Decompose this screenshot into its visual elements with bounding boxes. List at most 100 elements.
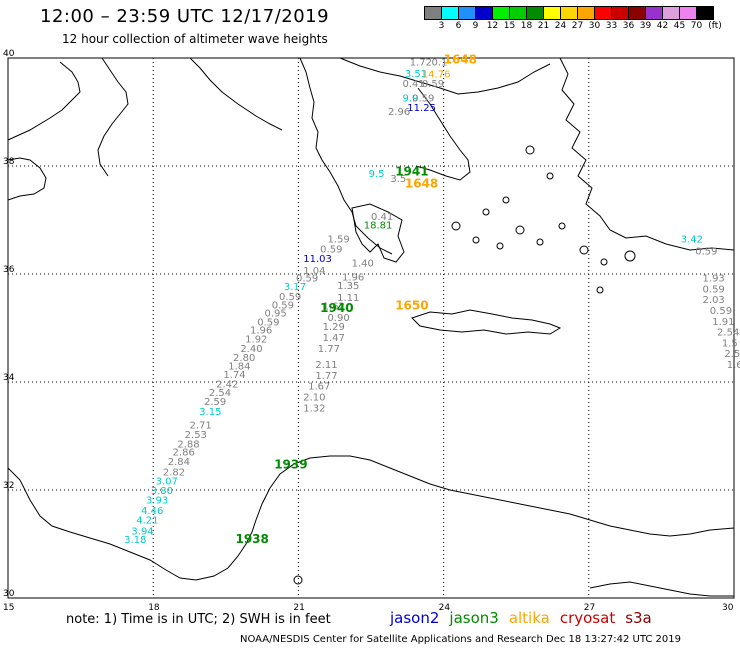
island bbox=[624, 250, 636, 262]
lat-tick-label: 36 bbox=[3, 265, 15, 275]
wave-height-label: 1.96 bbox=[342, 272, 364, 283]
wave-height-label: 0.59 bbox=[703, 284, 725, 295]
coast-crete bbox=[411, 309, 562, 335]
wave-height-label: 2.53 bbox=[185, 430, 207, 441]
wave-height-label: 1.91 bbox=[712, 317, 734, 328]
color-scale-swatch bbox=[679, 6, 697, 20]
wave-height-label: 0.95 bbox=[265, 309, 287, 320]
color-scale-label: 18 bbox=[520, 21, 533, 31]
color-scale-labels: 3 6 9 12 15 18 21 24 27 30 33 36 39 42 45 70 (ft) bbox=[424, 21, 725, 31]
wave-height-label: 2.40 bbox=[240, 344, 262, 355]
color-scale-label: 70 bbox=[690, 21, 703, 31]
wave-height-label: 0.41 bbox=[402, 79, 424, 90]
coast-puglia bbox=[189, 57, 283, 131]
coast-italy-west bbox=[7, 61, 81, 141]
island bbox=[502, 196, 510, 204]
color-scale-swatch bbox=[662, 6, 680, 20]
wave-height-label: 1.59 bbox=[327, 235, 349, 246]
coast-peloponnese bbox=[351, 203, 405, 263]
wave-height-label: 1.67 bbox=[308, 382, 330, 393]
color-scale-swatch bbox=[560, 6, 578, 20]
lat-tick-label: 40 bbox=[3, 49, 15, 59]
wave-height-label: 1.92 bbox=[245, 335, 267, 346]
lat-tick-label: 34 bbox=[3, 373, 15, 383]
coastlines bbox=[7, 57, 735, 597]
color-scale-label: 3 bbox=[438, 21, 445, 31]
color-scale-label: 27 bbox=[571, 21, 584, 31]
map-frame bbox=[7, 57, 735, 599]
lat-tick-label: 32 bbox=[3, 481, 14, 491]
wave-height-label: 1.29 bbox=[323, 322, 345, 333]
color-scale-label: 12 bbox=[486, 21, 499, 31]
color-scale-label: 33 bbox=[605, 21, 618, 31]
wave-height-label: 2.10 bbox=[303, 392, 325, 403]
wave-height-label: 0.59 bbox=[279, 292, 301, 303]
coast-turkey bbox=[559, 57, 735, 251]
wave-height-label: 0.59 bbox=[272, 301, 294, 312]
pass-time-label: 1938 bbox=[235, 532, 268, 546]
pass-time-label: 1648 bbox=[405, 177, 438, 191]
wave-height-label: 2.80 bbox=[233, 353, 255, 364]
wave-height-label: 2.54 bbox=[209, 388, 231, 399]
wave-height-label: 1.32 bbox=[303, 404, 325, 415]
wave-height-label: 0.1 bbox=[432, 58, 448, 69]
wave-height-label: 1.6 bbox=[727, 360, 740, 371]
wave-height-label: 9.5 bbox=[369, 169, 385, 180]
lon-tick-label: 18 bbox=[148, 603, 160, 613]
wave-height-label: 1.62 bbox=[323, 302, 345, 313]
island bbox=[600, 258, 608, 266]
grid-lines bbox=[7, 57, 735, 599]
island bbox=[579, 245, 589, 255]
coast-libya-egypt bbox=[7, 455, 735, 581]
color-scale-swatch bbox=[577, 6, 595, 20]
map-subtitle: 12 hour collection of altimeter wave hei… bbox=[62, 32, 328, 46]
coast-egypt-east bbox=[589, 581, 734, 597]
color-scale-label: 36 bbox=[622, 21, 635, 31]
axis-ticks: 40 38 36 34 32 30 15 18 21 24 27 30 bbox=[3, 49, 734, 613]
color-scale-label: 39 bbox=[639, 21, 652, 31]
island bbox=[536, 238, 544, 246]
wave-height-label: 3.15 bbox=[199, 407, 221, 418]
island bbox=[558, 222, 566, 230]
legend-s3a: s3a bbox=[625, 609, 652, 627]
coast-greece-west bbox=[299, 57, 393, 255]
island bbox=[546, 172, 554, 180]
wave-height-label: 14.76 bbox=[422, 69, 451, 80]
wave-height-label: 0.59 bbox=[257, 317, 279, 328]
coast-calabria bbox=[97, 57, 129, 177]
wave-height-label: 0.59 bbox=[422, 79, 444, 90]
wave-height-label: 4.46 bbox=[141, 506, 163, 517]
color-scale-swatches bbox=[424, 6, 725, 20]
wave-height-label: 11.25 bbox=[407, 103, 436, 114]
wave-height-label: 2.54 bbox=[717, 328, 739, 339]
lon-tick-label: 15 bbox=[3, 603, 14, 613]
coast-aegean-north bbox=[339, 57, 551, 95]
wave-height-label: 1.77 bbox=[318, 344, 340, 355]
wave-height-label: 1.93 bbox=[703, 274, 725, 285]
wave-height-label: 3.07 bbox=[156, 477, 178, 488]
legend-altika: altika bbox=[508, 609, 550, 627]
wave-height-label: 3.51 bbox=[405, 69, 427, 80]
satellite-legend: jason2 jason3 altika cryosat s3a bbox=[390, 609, 662, 627]
lon-tick-label: 27 bbox=[584, 603, 595, 613]
wave-height-label: 3.18 bbox=[124, 535, 146, 546]
pass-time-label: 1650 bbox=[395, 299, 428, 313]
wave-height-label: 0.90 bbox=[327, 313, 349, 324]
legend-jason3: jason3 bbox=[449, 609, 499, 627]
wave-height-label: 2.86 bbox=[173, 447, 195, 458]
coast-sicily bbox=[7, 157, 47, 201]
wave-height-label: 0.41 bbox=[371, 212, 393, 223]
color-scale-swatch bbox=[594, 6, 612, 20]
wave-height-label: 1.74 bbox=[223, 370, 245, 381]
map-title: 12:00 – 23:59 UTC 12/17/2019 bbox=[40, 6, 330, 27]
pass-time-label: 1941 bbox=[395, 165, 428, 179]
color-scale-label: 24 bbox=[554, 21, 567, 31]
lat-tick-label: 38 bbox=[3, 157, 15, 167]
lat-tick-label: 30 bbox=[3, 589, 15, 599]
color-scale-swatch bbox=[645, 6, 663, 20]
color-scale-swatch bbox=[526, 6, 544, 20]
color-scale-swatch bbox=[696, 6, 714, 20]
color-scale-swatch bbox=[543, 6, 561, 20]
